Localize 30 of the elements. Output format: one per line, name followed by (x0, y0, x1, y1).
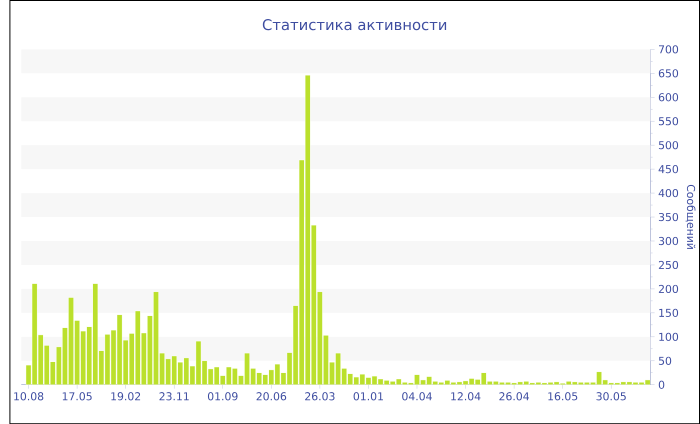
chart-title: Статистика активности (262, 18, 446, 30)
x-tick-label: 30.05 (596, 392, 626, 400)
x-tick-label: 10.08 (14, 392, 44, 400)
x-tick-label: 01.09 (208, 392, 238, 400)
y-tick-label: 350 (658, 212, 678, 222)
x-tick-label: 17.05 (62, 392, 92, 400)
y-tick-label: 0 (658, 380, 664, 389)
y-tick-label: 700 (658, 45, 678, 54)
x-tick-label: 16.05 (548, 392, 578, 400)
y-tick-label: 250 (658, 260, 678, 269)
x-tick-label: 12.04 (451, 392, 480, 400)
y-tick-label: 100 (659, 332, 678, 341)
y-tick-label: 300 (658, 236, 678, 246)
y-tick-label: 400 (658, 188, 678, 198)
x-tick-label: 04.04 (402, 392, 432, 400)
y-tick-label: 600 (658, 93, 678, 102)
y-tick-label: 650 (658, 69, 678, 78)
y-tick-label: 50 (658, 356, 672, 365)
y-tick-label: 550 (658, 117, 678, 126)
y-tick-label: 150 (659, 308, 678, 317)
x-tick-label: 26.03 (305, 392, 335, 400)
x-tick-label: 23.11 (159, 392, 189, 400)
x-tick-label: 01.01 (354, 392, 383, 400)
y-tick-label: 450 (658, 164, 678, 174)
y-axis-title: Сообщений (686, 184, 696, 249)
x-tick-label: 20.06 (256, 392, 286, 400)
y-tick-label: 500 (658, 140, 678, 150)
x-tick-label: 19.02 (111, 392, 140, 400)
x-tick-label: 26.04 (499, 392, 530, 400)
y-tick-label: 200 (658, 284, 678, 293)
